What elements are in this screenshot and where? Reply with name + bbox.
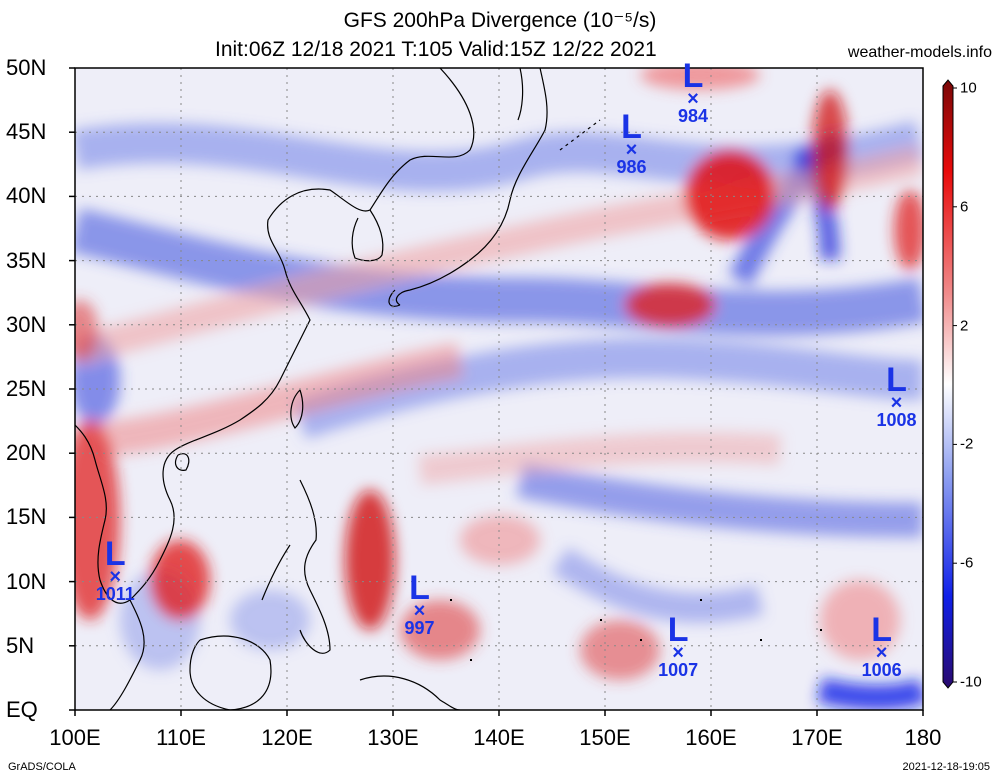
lon-label: 100E xyxy=(49,725,101,750)
lat-label: 25N xyxy=(6,376,47,401)
lon-label: 110E xyxy=(156,725,206,750)
colorbar-label: -6 xyxy=(960,554,974,572)
lat-label: 35N xyxy=(6,247,47,273)
lat-label: 10N xyxy=(6,568,47,594)
low-letter: L xyxy=(621,107,642,146)
lat-label: 15N xyxy=(6,504,47,530)
low-pressure-value: 1008 xyxy=(876,409,917,430)
low-pressure-marker: L × 1007 xyxy=(658,613,698,679)
low-pressure-marker: L × 986 xyxy=(616,110,646,176)
low-pressure-marker: L × 997 xyxy=(404,571,434,637)
lon-label: 120E xyxy=(261,725,313,750)
coastlines xyxy=(75,68,822,710)
low-center-icon: × xyxy=(672,642,684,665)
low-letter: L xyxy=(409,568,430,607)
low-pressure-marker: L × 1006 xyxy=(862,613,902,679)
low-pressure-value: 1011 xyxy=(95,584,135,605)
colorbar-label: 6 xyxy=(960,198,969,216)
lon-label: 170E xyxy=(791,725,843,750)
divergence-field xyxy=(75,68,923,710)
low-pressure-value: 984 xyxy=(677,105,708,126)
footer-right: 2021-12-18-19:05 xyxy=(902,761,990,773)
chart-title: GFS 200hPa Divergence (10⁻⁵/s) xyxy=(343,9,657,32)
lat-label: 5N xyxy=(6,632,35,658)
low-pressure-marker: L × 984 xyxy=(678,59,708,125)
low-pressure-value: 1007 xyxy=(658,660,699,681)
low-letter: L xyxy=(104,535,126,574)
colorbar-label: -10 xyxy=(960,673,982,691)
lon-label: 160E xyxy=(685,725,737,750)
lon-label: 130E xyxy=(367,725,419,750)
lon-label: 140E xyxy=(473,725,525,750)
lat-label: 20N xyxy=(6,440,47,466)
low-pressure-value: 1006 xyxy=(861,660,902,681)
low-pressure-value: 997 xyxy=(404,617,435,638)
colorbar-label: 10 xyxy=(960,79,977,97)
low-pressure-marker: L × 1011 xyxy=(96,537,135,603)
axis-ticks xyxy=(69,67,924,716)
lat-label: 45N xyxy=(6,119,47,145)
colorbar xyxy=(942,79,957,689)
lat-label: 40N xyxy=(6,183,47,209)
low-pressure-marker: L × 1008 xyxy=(876,363,916,429)
lat-label: EQ xyxy=(6,697,38,722)
footer-left: GrADS/COLA xyxy=(8,761,76,773)
low-center-icon: × xyxy=(890,391,903,414)
low-center-icon: × xyxy=(875,642,888,665)
colorbar-label: -2 xyxy=(960,435,974,453)
low-pressure-value: 986 xyxy=(616,156,647,177)
site-credit: weather-models.info xyxy=(847,44,992,61)
colorbar-label: 2 xyxy=(960,317,969,335)
low-center-icon: × xyxy=(413,599,426,622)
lon-label: 150E xyxy=(579,725,631,750)
low-letter: L xyxy=(682,56,704,95)
low-center-icon: × xyxy=(109,566,122,589)
low-letter: L xyxy=(871,611,893,650)
low-letter: L xyxy=(886,360,907,399)
grid-lines xyxy=(75,68,923,710)
lon-label: 180 xyxy=(904,725,942,750)
low-center-icon: × xyxy=(625,138,638,161)
lat-label: 30N xyxy=(6,311,47,337)
low-letter: L xyxy=(667,611,689,650)
lat-label: 50N xyxy=(6,55,47,80)
chart-subtitle: Init:06Z 12/18 2021 T:105 Valid:15Z 12/2… xyxy=(215,38,657,61)
low-center-icon: × xyxy=(687,87,699,110)
